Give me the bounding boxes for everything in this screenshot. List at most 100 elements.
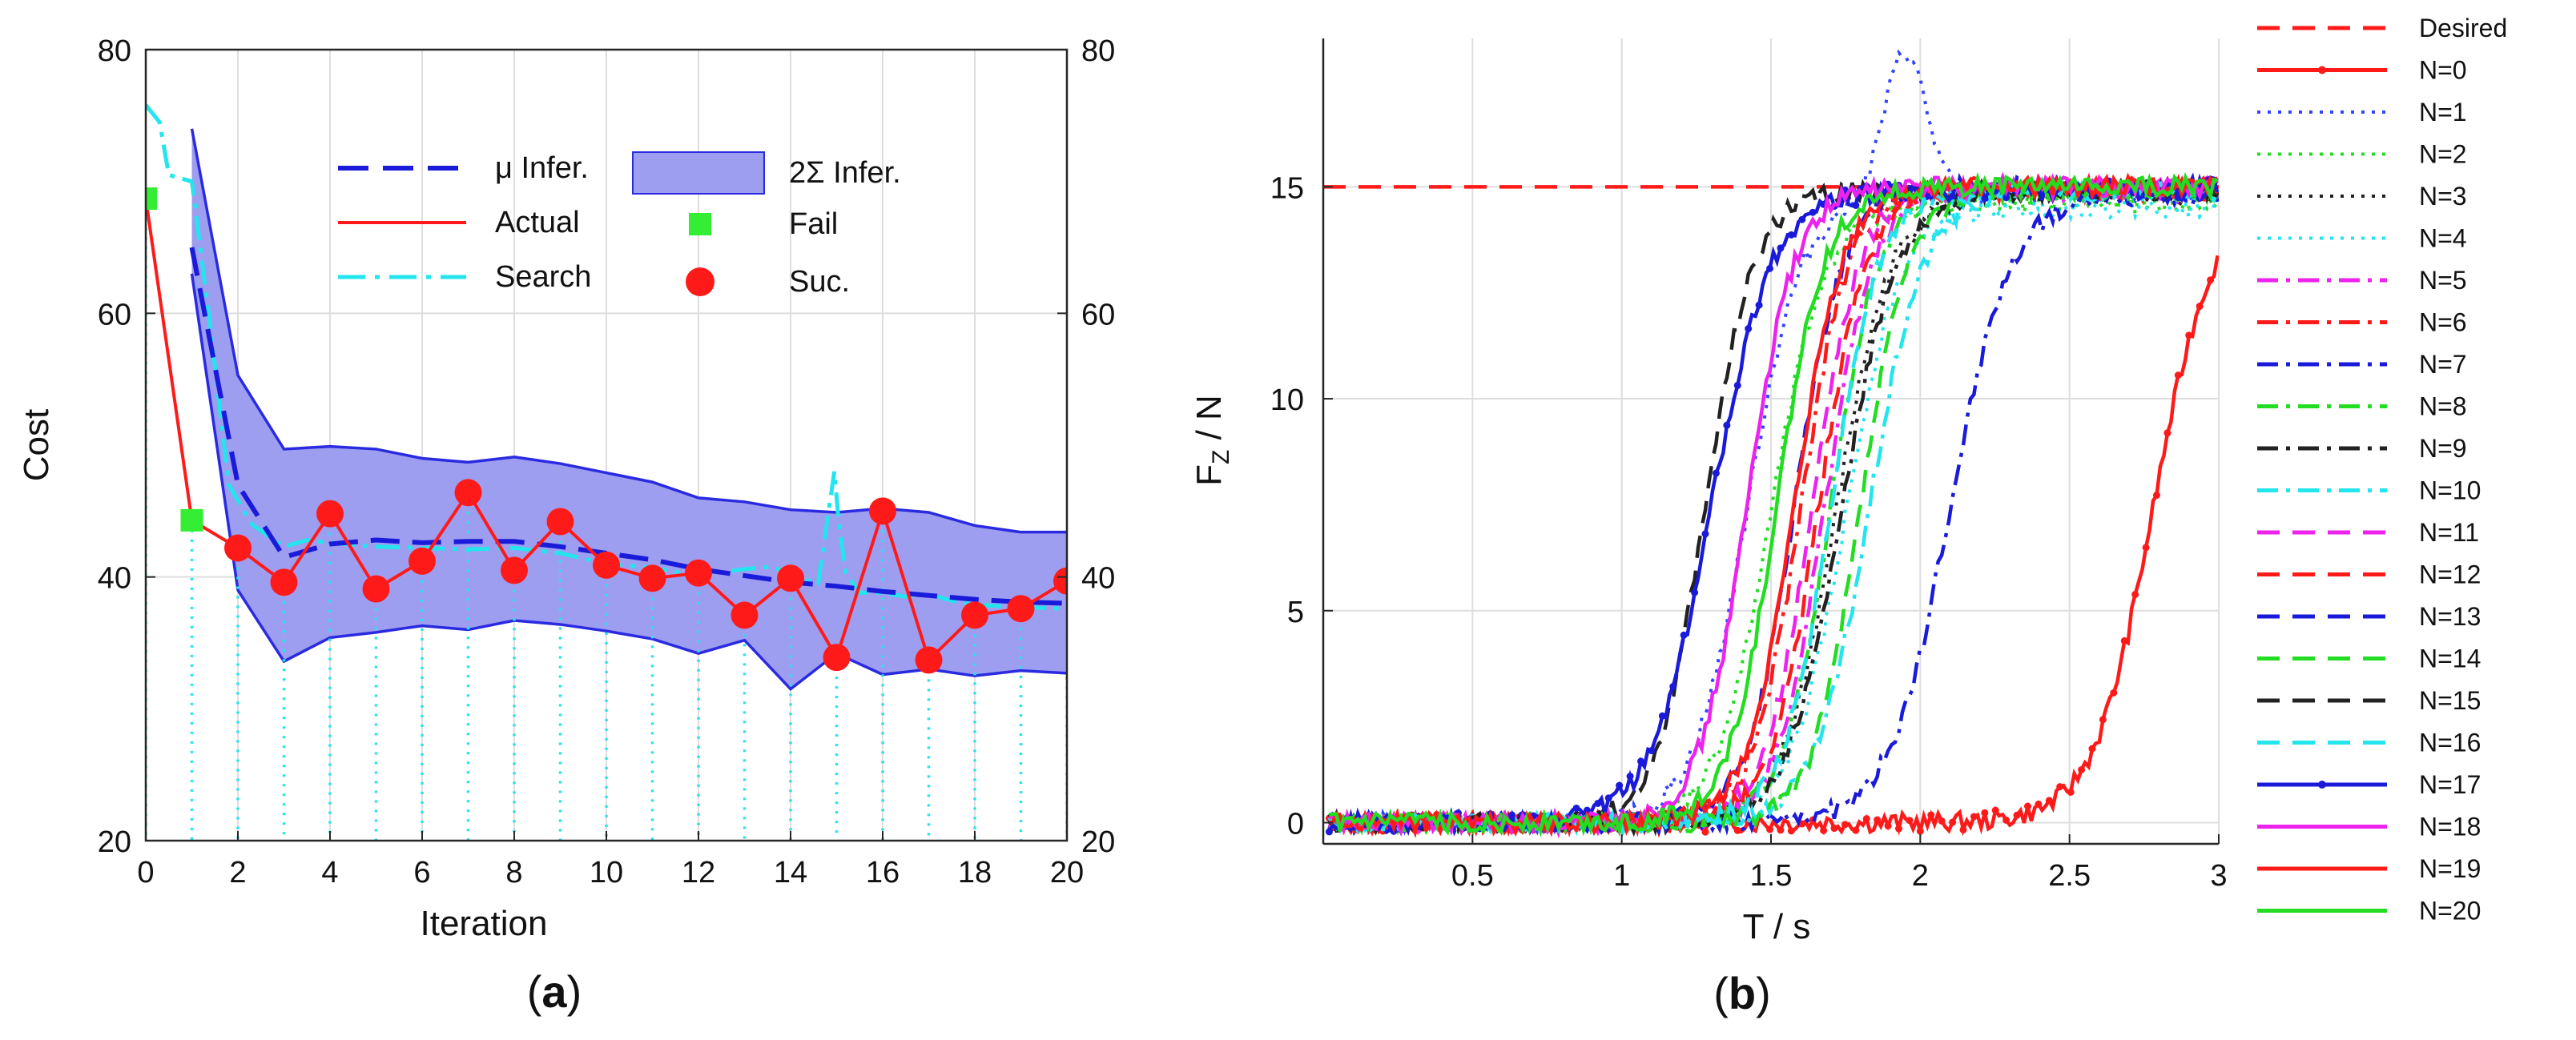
series-point (1927, 811, 1935, 819)
y-tick-label: 60 (98, 298, 131, 331)
success-marker (501, 556, 528, 584)
legend-label: N=2 (2419, 140, 2467, 169)
x-axis-label-b: T / s (1743, 907, 1811, 946)
success-marker (224, 534, 252, 562)
y-axis-label-b: FZ / N (1189, 395, 1234, 486)
series-n-7 (1327, 183, 2219, 837)
series-point (1959, 825, 1967, 833)
legend-mu-label: μ Infer. (495, 151, 589, 185)
series-point (1787, 231, 1795, 239)
series-point (2174, 194, 2182, 202)
series-point (2099, 716, 2107, 724)
legend-actual-label: Actual (495, 206, 580, 239)
series-point (1745, 325, 1753, 333)
legend-label: N=9 (2419, 434, 2467, 463)
series-point (2067, 788, 2075, 796)
legend-suc-swatch (686, 267, 714, 296)
series-point (1884, 822, 1892, 830)
series-point (1637, 757, 1645, 765)
series-point (1777, 244, 1785, 252)
legend-label: N=18 (2419, 813, 2481, 841)
series-point (1594, 799, 1602, 807)
x-tick-label: 14 (774, 856, 807, 889)
success-marker (270, 568, 298, 596)
legend-label: N=5 (2419, 266, 2467, 295)
success-marker (915, 646, 943, 674)
series-point (2207, 276, 2215, 284)
x-tick-label: 2.5 (2048, 859, 2091, 893)
success-marker (638, 564, 666, 592)
marker-group-a (146, 187, 1067, 674)
series-point (1981, 809, 1989, 817)
legend-label: Desired (2419, 14, 2507, 42)
series-point (1916, 827, 1924, 835)
x-tick-label: 12 (682, 856, 715, 889)
y-tick-label: 20 (98, 825, 131, 859)
y-axis-label-b-sub: Z (1208, 450, 1234, 464)
right-y-tick-label: 40 (1081, 562, 1115, 596)
series-point (1325, 828, 1333, 836)
legend-label: N=11 (2419, 518, 2479, 547)
success-marker (869, 497, 896, 525)
series-point (1733, 381, 1741, 389)
x-tick-label: 18 (958, 856, 992, 889)
panel-letter-b: b (1729, 968, 1756, 1018)
y-tick-label: 15 (1270, 171, 1304, 205)
series-point (1723, 421, 1731, 429)
x-tick-label: 2 (1912, 859, 1929, 893)
legend-label: N=8 (2419, 392, 2467, 421)
x-tick-label: 6 (413, 856, 430, 889)
series-point (1755, 301, 1763, 309)
series-point (1852, 826, 1860, 834)
series-point (2196, 303, 2204, 311)
series-point (1669, 683, 1677, 691)
success-marker (362, 575, 390, 603)
legend-label: N=14 (2419, 644, 2481, 673)
series-point (2174, 371, 2182, 379)
series-point (1572, 804, 1580, 812)
legend-label: N=4 (2419, 224, 2467, 253)
series-point (1895, 825, 1902, 833)
series-point (1787, 827, 1795, 835)
series-point (1648, 747, 1656, 755)
series-point (1862, 815, 1870, 823)
legend-label: N=1 (2419, 98, 2467, 126)
y-tick-label: 10 (1270, 383, 1304, 417)
fail-marker (146, 187, 157, 211)
series-point (1766, 264, 1774, 272)
series-point (2185, 331, 2193, 339)
legend-sigma-swatch (632, 151, 765, 195)
legend-suc-label: Suc. (789, 265, 850, 299)
y-tick-label: 80 (98, 34, 131, 68)
x-tick-label: 1 (1613, 859, 1630, 893)
legend-label: N=6 (2419, 308, 2467, 337)
legend-search-label: Search (495, 260, 591, 294)
series-n-20 (1329, 171, 2218, 837)
y-axis-label-b-main: F (1189, 464, 1229, 486)
series-point (2056, 783, 2064, 791)
series-point (2088, 745, 2096, 753)
right-y-tick-label: 80 (1081, 34, 1115, 68)
success-marker (409, 547, 436, 575)
legend-fail-label: Fail (789, 207, 838, 241)
legend-b: Desired N=0 N=1 N=2 N=3 N=4 N=5 N=6 N=7 N=8 N=9 N=1… (2257, 14, 2507, 926)
series-point (1970, 813, 1978, 821)
series-point (2045, 797, 2053, 805)
series-point (1938, 817, 1946, 825)
series-point (2131, 590, 2139, 598)
legend-label: N=3 (2419, 182, 2467, 211)
series-point (1701, 530, 1709, 538)
y-tick-label: 5 (1287, 596, 1304, 629)
series-mu (189, 247, 1067, 606)
series-point (1733, 826, 1741, 834)
series-point (2078, 765, 2086, 773)
y-axis-label-b-suffix: / N (1189, 395, 1229, 449)
series-point (2013, 811, 2021, 819)
x-tick-label: 10 (590, 856, 623, 889)
y-axis-label-a: Cost (17, 409, 56, 481)
success-marker (731, 601, 759, 629)
series-point (1809, 208, 1817, 216)
series-point (1874, 816, 1882, 824)
series-point (1680, 631, 1688, 639)
